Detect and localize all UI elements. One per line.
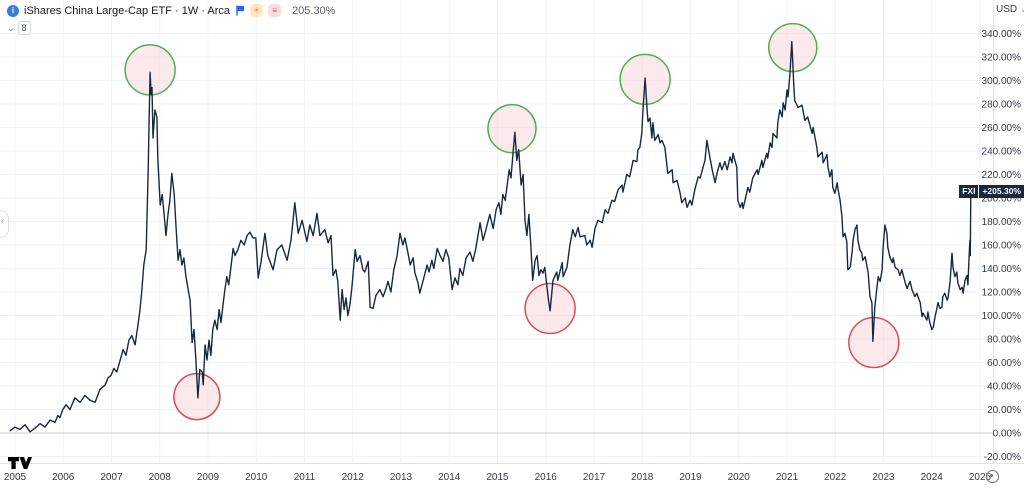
year-tick-label: 2014 xyxy=(438,472,461,483)
year-tick-label: 2025 xyxy=(969,472,992,483)
price-tick-label: 180.00% xyxy=(982,217,1022,228)
price-tick-label: 60.00% xyxy=(987,358,1021,369)
price-tick-label: 300.00% xyxy=(982,76,1022,87)
year-tick-label: 2012 xyxy=(342,472,365,483)
price-scale-currency-button[interactable]: USD ⌄ xyxy=(996,4,1024,15)
price-tick-label: 120.00% xyxy=(982,288,1022,299)
price-tick-label: 240.00% xyxy=(982,147,1022,158)
year-tick-label: 2018 xyxy=(631,472,654,483)
chevron-down-icon: ⌄ xyxy=(1020,4,1024,14)
symbol-title: iShares China Large-Cap ETF · 1W · Arca xyxy=(24,4,231,17)
price-tick-label: 20.00% xyxy=(987,405,1021,416)
year-tick-label: 2006 xyxy=(52,472,75,483)
price-tick-label: 220.00% xyxy=(982,170,1022,181)
year-tick-label: 2013 xyxy=(390,472,413,483)
year-tick-label: 2023 xyxy=(872,472,895,483)
indicators-count-badge: 8 xyxy=(17,21,31,35)
year-tick-label: 2016 xyxy=(535,472,558,483)
year-tick-label: 2019 xyxy=(679,472,702,483)
tradingview-logo[interactable] xyxy=(8,456,32,475)
symbol-legend[interactable]: i iShares China Large-Cap ETF · 1W · Arc… xyxy=(7,4,335,17)
price-tick-label: 320.00% xyxy=(982,53,1022,64)
year-tick-label: 2007 xyxy=(100,472,123,483)
last-price-badge: FXI +205.30% xyxy=(959,184,1024,198)
year-tick-label: 2022 xyxy=(824,472,847,483)
year-tick-label: 2010 xyxy=(245,472,268,483)
year-tick-label: 2015 xyxy=(486,472,509,483)
year-tick-label: 2024 xyxy=(921,472,944,483)
sun-badge-icon[interactable]: ☀ xyxy=(250,4,264,17)
year-tick-label: 2021 xyxy=(776,472,799,483)
indicators-collapse-button[interactable]: ⌄ 8 xyxy=(7,21,31,35)
price-tick-label: 280.00% xyxy=(982,100,1022,111)
price-tick-label: 100.00% xyxy=(982,311,1022,322)
year-tick-label: 2020 xyxy=(728,472,751,483)
year-tick-label: 2005 xyxy=(4,472,27,483)
year-tick-label: 2009 xyxy=(197,472,220,483)
price-tick-label: 200.00% xyxy=(982,194,1022,205)
legend-change-percent: 205.30% xyxy=(292,4,336,17)
flag-icon[interactable] xyxy=(235,5,245,16)
badge-value: +205.30% xyxy=(979,184,1024,198)
price-tick-label: 340.00% xyxy=(982,29,1022,40)
year-tick-label: 2011 xyxy=(294,472,316,483)
year-tick-label: 2008 xyxy=(149,472,172,483)
price-tick-label: 160.00% xyxy=(982,241,1022,252)
price-tick-label: 140.00% xyxy=(982,264,1022,275)
price-tick-label: 260.00% xyxy=(982,123,1022,134)
top-marker-circle[interactable] xyxy=(487,103,537,154)
price-tick-label: 80.00% xyxy=(987,335,1021,346)
price-tick-label: -20.00% xyxy=(984,452,1021,463)
price-line-series[interactable] xyxy=(9,41,972,433)
lines-badge-icon[interactable]: ≡ xyxy=(268,4,282,17)
year-tick-label: 2017 xyxy=(583,472,606,483)
time-axis-settings-icon[interactable] xyxy=(986,470,999,483)
price-tick-label: 40.00% xyxy=(987,382,1021,393)
currency-label: USD xyxy=(996,4,1018,15)
badge-symbol: FXI xyxy=(959,184,979,198)
ishares-logo-icon: i xyxy=(7,4,19,17)
chevron-down-icon: ⌄ xyxy=(7,22,15,33)
price-tick-label: 0.00% xyxy=(993,429,1021,440)
